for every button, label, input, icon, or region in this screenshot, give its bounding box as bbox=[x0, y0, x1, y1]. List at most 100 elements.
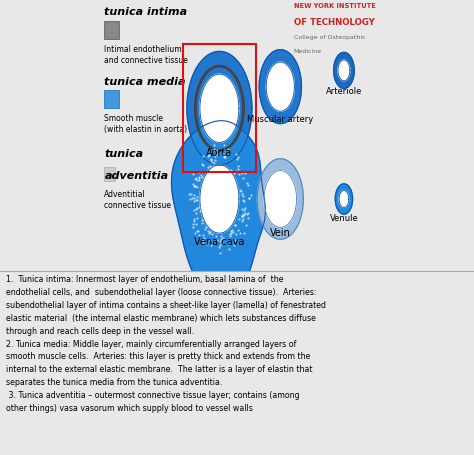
Bar bbox=[104, 90, 119, 108]
Text: tunica media: tunica media bbox=[104, 77, 186, 87]
Point bbox=[247, 191, 255, 198]
Point bbox=[234, 155, 241, 162]
Point bbox=[189, 194, 196, 202]
Text: Medicine: Medicine bbox=[294, 49, 322, 54]
Point bbox=[216, 238, 224, 245]
Point bbox=[232, 151, 239, 158]
Point bbox=[238, 205, 246, 212]
Point bbox=[193, 197, 201, 204]
Point bbox=[220, 142, 228, 149]
Point bbox=[207, 156, 214, 163]
Point bbox=[190, 182, 198, 190]
Point bbox=[207, 242, 214, 249]
Point bbox=[191, 175, 199, 182]
Text: Muscular artery: Muscular artery bbox=[247, 115, 313, 124]
Polygon shape bbox=[335, 184, 353, 214]
Point bbox=[246, 194, 253, 201]
Point bbox=[199, 231, 207, 238]
Polygon shape bbox=[339, 191, 349, 207]
Point bbox=[213, 147, 221, 154]
Point bbox=[226, 230, 234, 237]
Point bbox=[193, 228, 201, 235]
Point bbox=[242, 222, 250, 229]
Point bbox=[244, 211, 251, 218]
Point bbox=[229, 228, 237, 236]
Point bbox=[236, 186, 244, 193]
Point bbox=[236, 170, 243, 177]
Point bbox=[198, 216, 205, 223]
Point bbox=[194, 204, 201, 211]
Point bbox=[190, 170, 197, 177]
Point bbox=[196, 207, 204, 215]
Point bbox=[243, 179, 251, 187]
Point bbox=[203, 240, 211, 247]
Point bbox=[197, 172, 204, 179]
Point bbox=[204, 152, 211, 159]
Point bbox=[191, 191, 198, 198]
Text: Smooth muscle
(with elastin in aorta): Smooth muscle (with elastin in aorta) bbox=[104, 114, 188, 134]
Point bbox=[210, 147, 218, 154]
Point bbox=[207, 149, 215, 156]
Point bbox=[215, 243, 223, 251]
Point bbox=[207, 228, 214, 236]
Text: NEW YORK INSTITUTE: NEW YORK INSTITUTE bbox=[294, 3, 376, 9]
Point bbox=[199, 237, 206, 244]
Point bbox=[213, 236, 220, 243]
Point bbox=[219, 235, 227, 242]
Point bbox=[199, 161, 207, 168]
Point bbox=[190, 221, 197, 228]
Text: Aorta: Aorta bbox=[206, 147, 233, 157]
Polygon shape bbox=[172, 121, 265, 295]
Point bbox=[237, 187, 245, 195]
Point bbox=[239, 210, 246, 217]
Text: Vein: Vein bbox=[270, 228, 291, 238]
Point bbox=[244, 210, 252, 217]
Point bbox=[237, 230, 244, 237]
Polygon shape bbox=[257, 159, 303, 239]
Point bbox=[233, 168, 240, 175]
Point bbox=[200, 239, 207, 246]
Point bbox=[190, 223, 197, 231]
Polygon shape bbox=[187, 51, 252, 165]
Bar bbox=[104, 167, 115, 182]
Point bbox=[199, 160, 206, 167]
Point bbox=[217, 233, 225, 240]
Point bbox=[191, 217, 198, 224]
Point bbox=[232, 230, 240, 238]
Point bbox=[222, 153, 229, 160]
Point bbox=[231, 237, 239, 244]
Text: Arteriole: Arteriole bbox=[326, 86, 362, 96]
Point bbox=[234, 162, 242, 169]
Point bbox=[240, 174, 247, 182]
Text: 1.  Tunica intima: Innermost layer of endothelium, basal lamina of  the
endothel: 1. Tunica intima: Innermost layer of end… bbox=[6, 275, 326, 413]
Point bbox=[200, 234, 208, 242]
Point bbox=[202, 223, 210, 231]
Point bbox=[218, 240, 225, 247]
Point bbox=[193, 193, 201, 201]
Point bbox=[232, 221, 239, 228]
Text: College of Osteopathic: College of Osteopathic bbox=[294, 35, 365, 40]
Text: tunica: tunica bbox=[104, 149, 144, 159]
Point bbox=[231, 168, 239, 176]
Point bbox=[220, 154, 228, 161]
Point bbox=[199, 219, 206, 227]
Point bbox=[190, 194, 198, 202]
Point bbox=[238, 217, 246, 224]
Point bbox=[238, 169, 246, 177]
Point bbox=[210, 142, 218, 149]
Point bbox=[235, 216, 242, 223]
Point bbox=[216, 242, 224, 249]
Point bbox=[246, 194, 253, 201]
Point bbox=[186, 196, 194, 203]
Point bbox=[188, 190, 195, 197]
Point bbox=[228, 166, 235, 173]
Text: Adventitial
connective tissue: Adventitial connective tissue bbox=[104, 189, 171, 210]
Point bbox=[227, 232, 234, 239]
Text: Venule: Venule bbox=[329, 214, 358, 223]
Point bbox=[201, 226, 209, 233]
Point bbox=[192, 205, 200, 212]
Point bbox=[210, 145, 218, 152]
Point bbox=[234, 153, 242, 160]
Polygon shape bbox=[338, 60, 350, 81]
Point bbox=[244, 182, 251, 189]
